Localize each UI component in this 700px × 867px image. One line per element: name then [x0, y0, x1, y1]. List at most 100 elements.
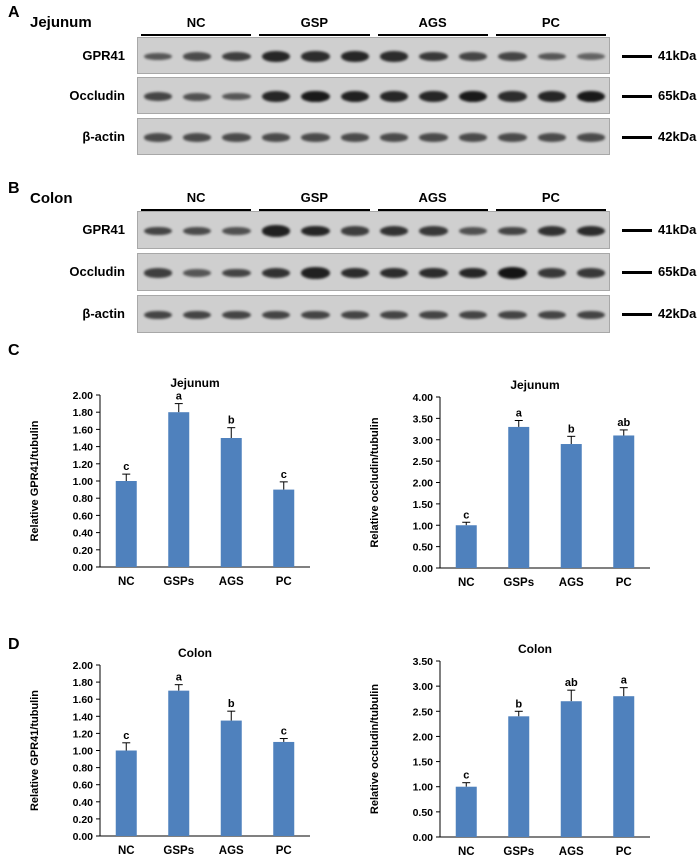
y-tick-label: 3.50: [413, 656, 434, 668]
blot-band: [419, 51, 448, 62]
blot-band: [261, 91, 291, 102]
group-label-nc: NC: [186, 190, 206, 205]
x-tick-label: GSPs: [503, 846, 534, 858]
blot-band: [577, 268, 606, 278]
blot-row-label: GPR41: [82, 222, 125, 237]
marker-line: [622, 229, 652, 232]
blot-band: [498, 267, 527, 279]
blot-band: [182, 269, 212, 277]
marker-line: [622, 271, 652, 274]
significance-letter: a: [621, 675, 628, 687]
bar-nc: [115, 481, 137, 567]
panel-letter-a: A: [8, 4, 20, 21]
blot-band: [261, 225, 291, 237]
blot-band: [419, 226, 448, 236]
chart-title: Jejunum: [170, 376, 219, 390]
marker-line: [622, 54, 652, 58]
bar-ags: [560, 444, 582, 568]
blot-band: [301, 225, 330, 237]
significance-letter: c: [463, 509, 469, 521]
blot-band: [577, 133, 606, 142]
x-tick-label: PC: [276, 845, 292, 857]
significance-letter: c: [281, 726, 287, 738]
blot-band: [577, 53, 606, 60]
blot-band: [261, 310, 291, 320]
marker-line: [622, 313, 652, 316]
y-tick-label: 3.00: [413, 435, 434, 447]
blot-band: [222, 227, 251, 235]
bar-pc: [273, 741, 295, 836]
bar-nc: [455, 525, 477, 568]
y-tick-label: 3.00: [413, 681, 434, 693]
blot-band: [537, 91, 567, 102]
blot-band: [222, 51, 251, 62]
blot-band: [143, 52, 172, 61]
bar-pc: [613, 435, 635, 568]
marker-weight-label: 42kDa: [658, 306, 697, 321]
marker-line: [622, 135, 652, 139]
blot-strip: [137, 77, 610, 114]
bar-gsps: [508, 716, 530, 837]
blot-band: [182, 133, 212, 142]
y-tick-label: 2.50: [413, 456, 434, 468]
chart-title: Jejunum: [510, 378, 559, 392]
y-tick-label: 1.80: [73, 407, 94, 419]
y-tick-label: 4.00: [413, 392, 434, 404]
bar-ags: [220, 720, 242, 836]
significance-letter: a: [176, 672, 183, 684]
blot-band: [458, 267, 488, 279]
blot-band: [458, 310, 488, 320]
x-tick-label: NC: [118, 845, 135, 857]
y-tick-label: 0.00: [413, 563, 434, 575]
blot-band: [143, 133, 172, 142]
y-tick-label: 0.50: [413, 542, 434, 554]
y-tick-label: 1.00: [413, 782, 434, 794]
bar-chart-colon-occludin: Colon Relative occludin/tubulin 0.00 0.50 1.…: [369, 642, 650, 858]
x-tick-label: AGS: [219, 845, 244, 857]
y-tick-label: 3.50: [413, 413, 434, 425]
y-tick-label: 0.80: [73, 493, 94, 505]
y-tick-label: 0.00: [73, 831, 94, 843]
blot-band: [222, 310, 251, 320]
significance-letter: a: [516, 408, 523, 420]
y-tick-label: 2.50: [413, 706, 434, 718]
significance-letter: b: [228, 415, 235, 427]
blot-row-label: β-actin: [82, 128, 125, 144]
y-tick-label: 1.50: [413, 757, 434, 769]
blot-band: [380, 310, 409, 320]
blot-strip: [137, 295, 610, 333]
blot-band: [537, 310, 567, 320]
y-tick-label: 1.50: [413, 499, 434, 511]
blot-strip: [137, 211, 610, 249]
x-tick-label: PC: [276, 576, 292, 588]
marker-line: [622, 94, 652, 98]
bar-nc: [455, 786, 477, 837]
bar-gsps: [168, 690, 190, 836]
y-axis-label: Relative GPR41/tubulin: [29, 420, 41, 541]
tissue-label-jejunum: Jejunum: [30, 14, 92, 31]
x-tick-label: GSPs: [163, 576, 194, 588]
tissue-label-colon: Colon: [30, 190, 73, 207]
blot-band: [380, 51, 409, 62]
blot-band: [419, 310, 448, 320]
blot-band: [498, 91, 527, 102]
blot-strip: [137, 253, 610, 291]
x-tick-label: GSPs: [163, 845, 194, 857]
panel-letter-b: B: [8, 180, 20, 197]
x-tick-label: NC: [118, 576, 135, 588]
blot-band: [182, 92, 212, 101]
y-tick-label: 2.00: [413, 478, 434, 490]
y-tick-label: 2.00: [73, 390, 94, 402]
blot-band: [182, 52, 212, 61]
blot-band: [498, 133, 527, 142]
blot-band: [419, 267, 448, 279]
blot-strip: [137, 118, 610, 155]
blot-band: [301, 51, 330, 62]
marker-weight-label: 65kDa: [658, 264, 697, 279]
panel-letter-c: C: [8, 342, 20, 359]
chart-title: Colon: [178, 646, 212, 660]
blot-band: [380, 226, 409, 236]
y-tick-label: 0.40: [73, 528, 94, 540]
y-tick-label: 1.00: [413, 520, 434, 532]
blot-band: [340, 90, 369, 103]
